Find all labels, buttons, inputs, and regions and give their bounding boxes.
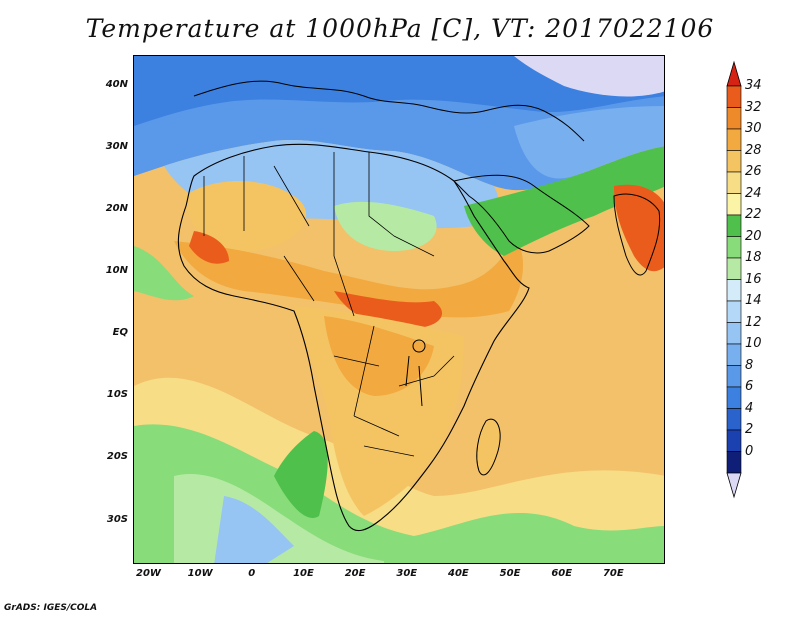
temperature-field: [134, 56, 664, 563]
lon-tick-label: 50E: [499, 568, 521, 579]
north-cold-under: [514, 56, 664, 97]
map-plot-area: [133, 55, 665, 564]
colorbar-level-label: 2: [745, 422, 754, 437]
colorbar-swatch: [726, 451, 742, 474]
central-africa-hotspot: [334, 291, 443, 329]
lake-victoria: [412, 339, 426, 353]
lat-tick-label: 30N: [105, 141, 128, 153]
india-hotspot: [614, 184, 664, 272]
southern-band-12: [214, 496, 294, 563]
colorbar-level-label: 16: [745, 271, 762, 287]
colorbar-swatch: [726, 386, 742, 409]
footer-credit: GrADS: IGES/COLA: [4, 603, 98, 613]
colorbar-swatch: [726, 236, 742, 259]
colorbar-level-label: 26: [745, 164, 762, 179]
colorbar-swatch: [726, 429, 742, 452]
colorbar-level-label: 6: [745, 379, 754, 394]
colorbar-level-label: 12: [745, 314, 762, 330]
colorbar-level-label: 22: [745, 207, 762, 222]
colorbar-swatch: [726, 214, 742, 237]
colorbar-level-label: 34: [745, 78, 762, 93]
colorbar-level-label: 32: [745, 99, 762, 115]
colorbar-level-label: 24: [745, 185, 762, 201]
colorbar-level-label: 30: [745, 121, 762, 136]
lat-tick-label: 10N: [105, 265, 128, 277]
madagascar-outline: [476, 418, 501, 476]
lon-tick-label: 10E: [293, 568, 314, 579]
colorbar-swatch: [726, 343, 742, 366]
colorbar-swatch: [726, 322, 742, 345]
arabia-green: [464, 146, 664, 256]
colorbar-swatch: [726, 408, 742, 431]
colorbar-swatch: [726, 279, 742, 302]
colorbar-level-label: 0: [745, 443, 754, 459]
chart-title: Temperature at 1000hPa [C], VT: 20170221…: [85, 14, 715, 43]
lon-tick-label: 20E: [344, 568, 366, 579]
colorbar-swatch: [726, 85, 742, 108]
colorbar-swatch: [726, 171, 742, 194]
europe-coastline: [193, 80, 585, 142]
lat-tick-label: 40N: [105, 79, 128, 91]
atlantic-green-north: [134, 246, 194, 301]
colorbar-swatch: [726, 257, 742, 280]
rift-lakes: [405, 355, 423, 407]
lat-tick-label: 10S: [106, 389, 128, 401]
colorbar-swatch: [726, 300, 742, 323]
colorbar-level-label: 14: [745, 293, 762, 308]
colorbar-level-label: 20: [745, 228, 762, 244]
lat-tick-label: 30S: [106, 513, 128, 525]
colorbar-over-triangle: [726, 60, 742, 87]
lon-tick-label: 30E: [396, 568, 418, 579]
atlantic-green-south: [274, 431, 328, 518]
arabia-coastline: [453, 174, 590, 254]
central-sahara-green: [334, 201, 437, 251]
colorbar-level-label: 18: [745, 250, 762, 265]
lon-tick-label: 10W: [187, 568, 213, 579]
lat-tick-label: 20N: [105, 203, 128, 215]
colorbar-swatch: [726, 365, 742, 388]
lat-tick-label: 20S: [106, 451, 128, 463]
colorbar-swatch: [726, 128, 742, 151]
colorbar-level-label: 8: [745, 357, 754, 373]
lon-tick-label: 70E: [602, 568, 624, 579]
north-cool-zone-6: [134, 56, 664, 126]
west-africa-hotspot: [189, 231, 229, 264]
lon-tick-label: 60E: [551, 568, 573, 579]
colorbar-swatch: [726, 107, 742, 130]
india-coastline: [613, 193, 661, 276]
africa-coastline: [177, 143, 530, 532]
country-borders: [203, 152, 455, 457]
middle-east-cool: [514, 106, 664, 179]
lon-tick-label: 20W: [136, 568, 161, 579]
lon-tick-label: 0: [248, 568, 256, 579]
colorbar-level-label: 28: [745, 142, 762, 158]
sahel-hot-band: [174, 236, 524, 318]
colorbar: [726, 60, 742, 499]
colorbar-swatch: [726, 193, 742, 216]
lat-tick-label: EQ: [112, 327, 128, 339]
west-sahara-warm: [184, 181, 307, 252]
colorbar-swatch: [726, 150, 742, 173]
colorbar-level-label: 10: [745, 336, 762, 351]
lon-tick-label: 40E: [448, 568, 469, 579]
colorbar-level-label: 4: [745, 400, 754, 416]
colorbar-under-triangle: [726, 472, 742, 499]
